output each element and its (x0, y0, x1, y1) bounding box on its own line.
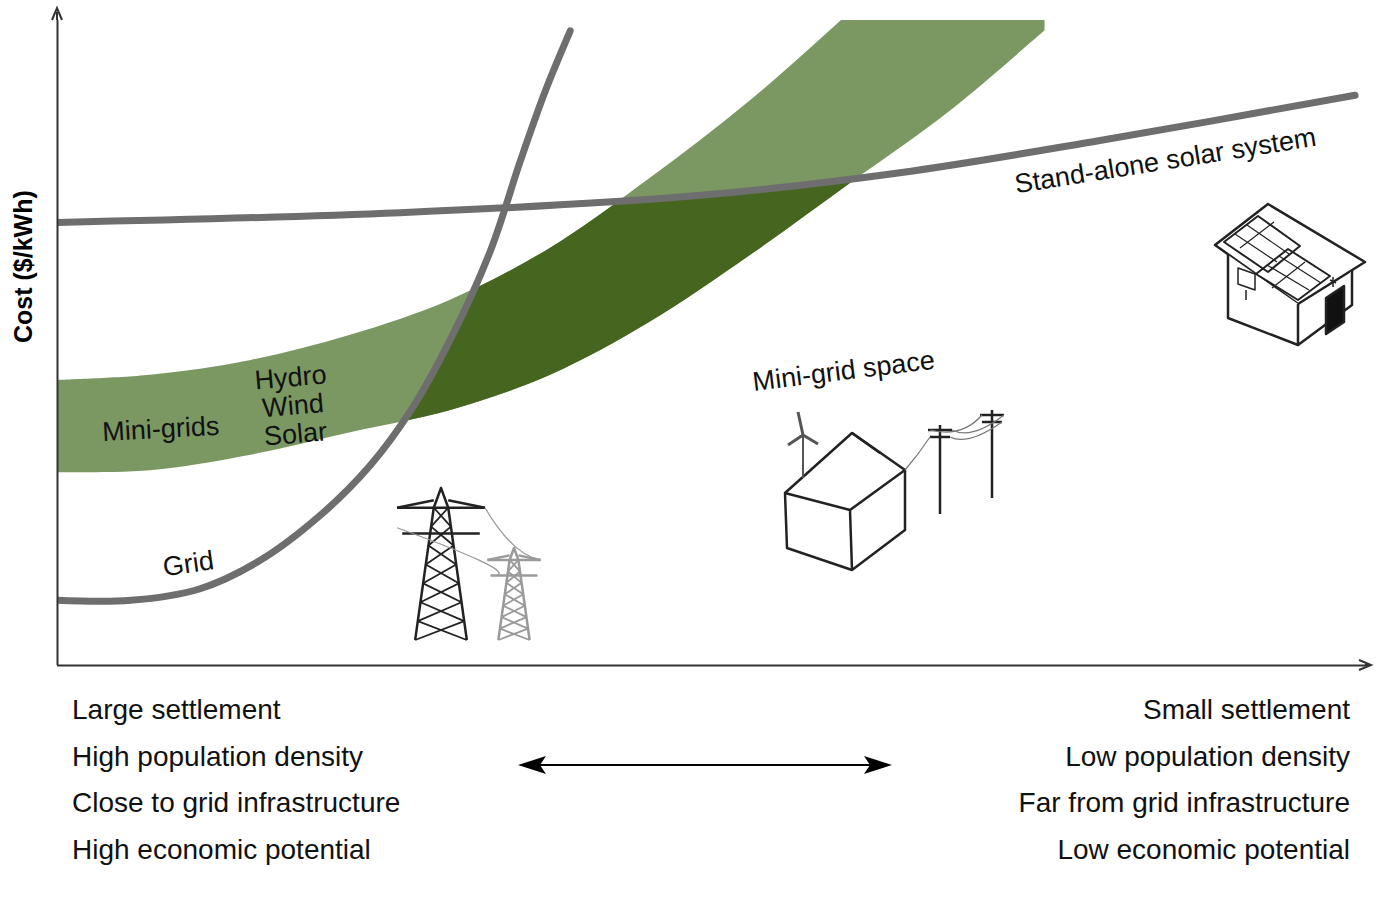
html-text:Low economic potential: Low economic potential (1057, 833, 1350, 865)
html-text:Low population density: Low population density (1065, 740, 1350, 772)
svg-text:Stand-alone solar system: Stand-alone solar system (1013, 122, 1319, 199)
svg-text:Mini-grids: Mini-grids (102, 411, 220, 447)
html-text:Close to grid infrastructure: Close to grid infrastructure (72, 787, 401, 818)
svg-text:Cost ($/kWh): Cost ($/kWh) (9, 190, 37, 343)
svg-text:Mini-grid space: Mini-grid space (751, 345, 936, 397)
svg-text:Grid: Grid (161, 545, 216, 582)
html-text:Far from grid infrastructure: Far from grid infrastructure (1018, 787, 1350, 818)
html-text:Large settlement: Large settlement (72, 694, 281, 725)
svg-text:HydroWindSolar: HydroWindSolar (253, 359, 332, 452)
html-text:Small settlement: Small settlement (1143, 694, 1350, 725)
html-text:High economic potential: High economic potential (72, 833, 371, 865)
html-text:High population density: High population density (72, 740, 364, 772)
